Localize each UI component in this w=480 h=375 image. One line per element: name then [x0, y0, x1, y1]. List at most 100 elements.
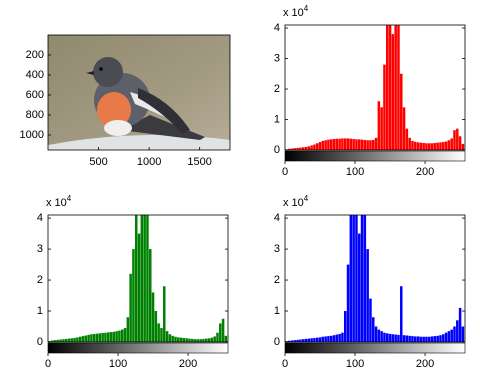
histogram-bar	[315, 143, 319, 150]
histogram-bar	[70, 338, 74, 342]
histogram-bar	[59, 339, 62, 342]
histogram-bar	[310, 145, 313, 150]
y-tick-label: 1000	[20, 129, 44, 141]
histogram-bar	[408, 335, 411, 342]
histogram-bar	[137, 233, 141, 342]
histogram-bar	[411, 140, 414, 150]
y-tick-label: 0	[37, 336, 43, 348]
axis-scale-label: x 104	[46, 194, 72, 209]
histogram-bar	[383, 64, 386, 150]
histogram-bar	[199, 339, 202, 342]
histogram-bar	[64, 338, 68, 342]
histogram-bar	[355, 139, 358, 150]
histogram-bar	[425, 336, 428, 342]
histogram-bar	[126, 317, 130, 342]
histogram-bar	[132, 249, 135, 342]
histogram-bar	[210, 337, 214, 342]
histogram-bar	[313, 144, 316, 150]
axes-background	[285, 25, 465, 150]
histogram-bar	[179, 337, 183, 342]
histogram-bar	[433, 336, 437, 342]
histogram-bar	[343, 311, 347, 342]
histogram-bar	[67, 338, 71, 342]
histogram-bar	[386, 333, 389, 342]
histogram-bar	[341, 138, 344, 150]
histogram-bar	[327, 139, 330, 150]
histogram-bar	[177, 337, 180, 342]
histogram-bar	[430, 336, 434, 342]
x-tick-label: 200	[416, 358, 434, 370]
histogram-bar	[196, 339, 200, 342]
histogram-bar	[118, 330, 121, 342]
x-tick-label: 100	[346, 358, 364, 370]
histogram-bar	[456, 128, 459, 150]
histogram-bar	[442, 334, 445, 342]
histogram-bar	[149, 249, 152, 342]
scale-exponent: 4	[67, 194, 72, 203]
histogram-bar	[371, 317, 375, 342]
histogram-bar	[456, 320, 459, 342]
histogram-bar	[369, 140, 372, 150]
histogram-bar	[360, 139, 364, 150]
x-tick-label: 0	[282, 166, 288, 178]
histogram-bar	[112, 331, 116, 342]
x-tick-label: 200	[416, 166, 434, 178]
histogram-bar	[450, 138, 453, 150]
histogram-bar	[163, 286, 166, 342]
histogram-bar	[293, 148, 297, 150]
histogram-bar	[346, 138, 350, 150]
histogram-bar	[355, 215, 358, 342]
histogram-bar	[405, 335, 409, 342]
y-tick-label: 2	[274, 83, 280, 95]
histogram-bar	[299, 339, 302, 342]
histogram-bar	[193, 339, 197, 342]
histogram-bar	[380, 331, 383, 342]
histogram-bar	[352, 139, 355, 150]
x-tick-label: 100	[346, 166, 364, 178]
histogram-bar	[422, 142, 425, 150]
gray-colorbar	[47, 342, 229, 354]
histogram-bar	[357, 139, 361, 150]
histogram-bar	[104, 332, 107, 342]
histogram-bar	[366, 140, 369, 150]
histogram-bar	[377, 329, 381, 342]
x-tick-label: 0	[45, 358, 51, 370]
histogram-bar	[371, 139, 375, 150]
histogram-bar	[419, 142, 423, 150]
histogram-bar	[290, 340, 294, 342]
histogram-bar	[366, 249, 369, 342]
histogram-bar	[324, 336, 327, 342]
histogram-bar	[287, 148, 291, 150]
histogram-bar	[154, 311, 158, 342]
histogram-bar	[349, 215, 353, 342]
histogram-bar	[352, 215, 355, 342]
histogram-bar	[408, 137, 411, 150]
histogram-bar	[318, 142, 322, 150]
histogram-bar	[101, 333, 104, 342]
histogram-bar	[62, 339, 65, 342]
y-tick-label: 3	[274, 52, 280, 64]
y-tick-label: 3	[37, 243, 43, 255]
histogram-bar	[106, 332, 110, 342]
histogram-bar	[391, 34, 395, 150]
histogram-bar	[414, 141, 417, 150]
axes-box	[47, 34, 231, 151]
histogram-bar	[224, 335, 228, 342]
histogram-bar	[335, 334, 339, 342]
scale-base: x 10	[283, 197, 304, 209]
x-tick-label: 1000	[137, 156, 161, 168]
axes-box	[47, 214, 229, 343]
histogram-bar	[87, 334, 90, 342]
y-tick-label: 4	[274, 22, 280, 34]
histogram-bar	[436, 142, 439, 150]
x-tick-label: 0	[282, 358, 288, 370]
histogram-bar	[146, 215, 149, 342]
histogram-bar	[81, 336, 85, 342]
y-tick-label: 0	[274, 144, 280, 156]
histogram-bar	[329, 139, 333, 150]
histogram-bar	[422, 336, 425, 342]
histogram-bar	[439, 142, 442, 150]
histogram-bar	[397, 334, 400, 342]
histogram-bar	[48, 341, 51, 342]
histogram-bar	[419, 336, 423, 342]
